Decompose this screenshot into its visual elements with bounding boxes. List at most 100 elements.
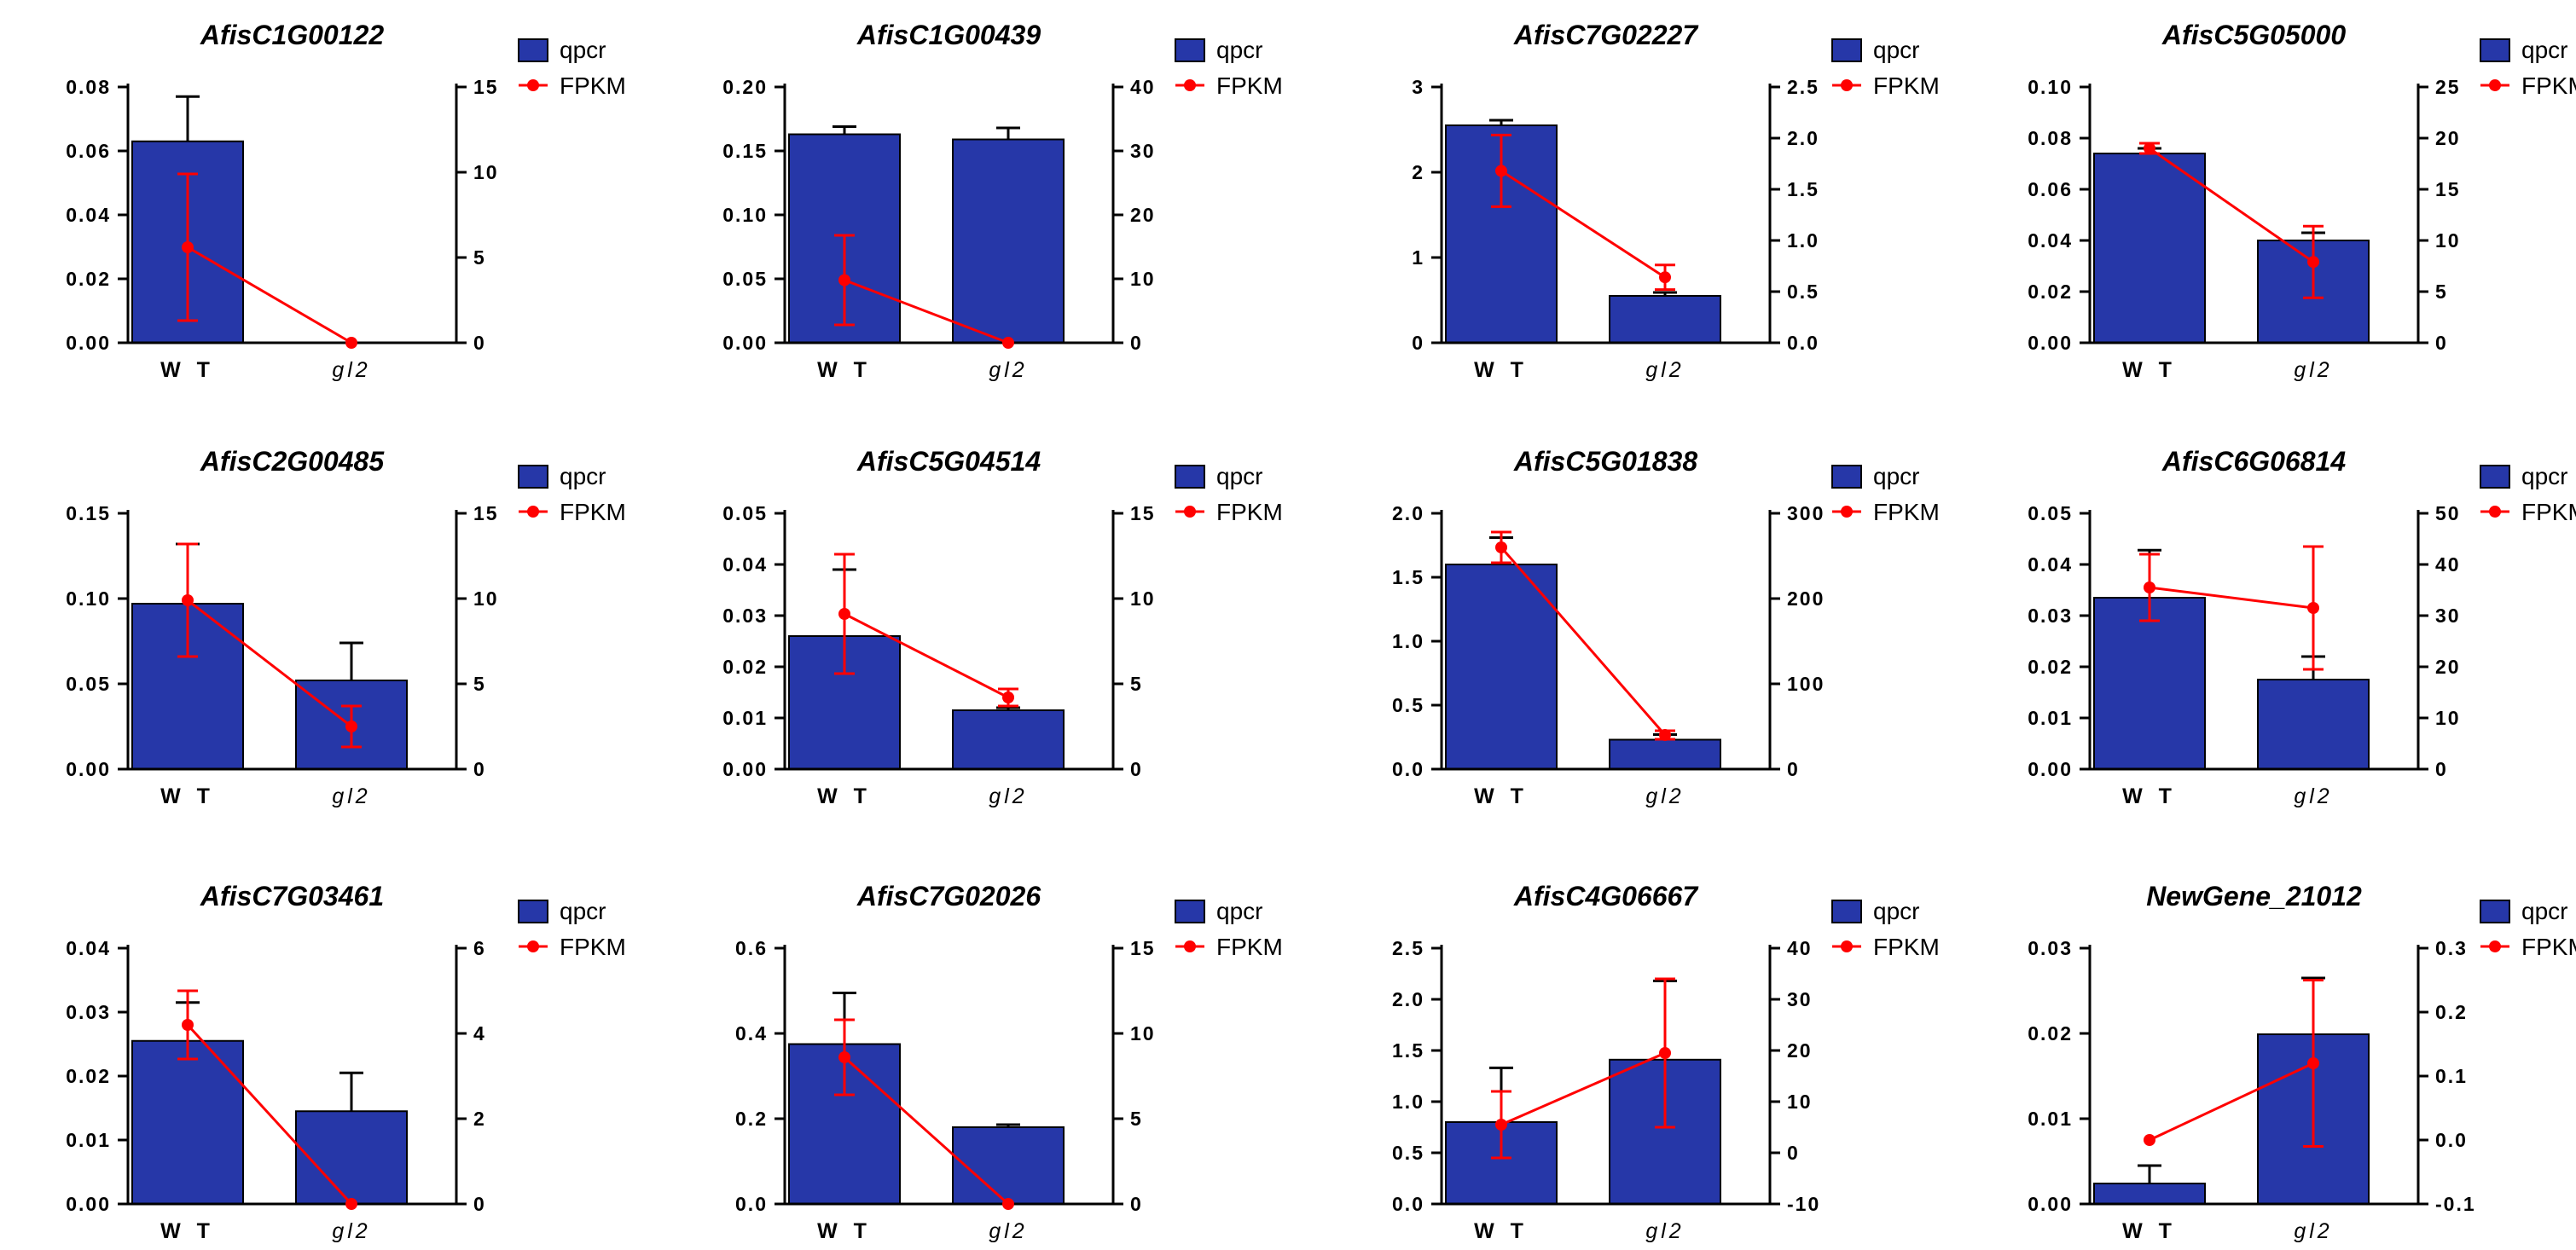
left-tick-label: 0.06: [66, 140, 111, 162]
legend-fpkm-marker: [1184, 79, 1196, 91]
chart-legend: qpcr FPKM: [518, 463, 626, 525]
legend-qpcr-label: qpcr: [1873, 37, 1919, 63]
right-tick-label: 5: [1130, 1108, 1143, 1130]
chart-legend: qpcr FPKM: [2480, 37, 2576, 99]
left-tick-label: 0.4: [735, 1022, 768, 1045]
left-tick-label: 0.05: [66, 673, 111, 695]
left-tick-label: 3: [1412, 76, 1424, 98]
legend-fpkm-marker: [1841, 506, 1853, 518]
left-tick-label: 0.04: [66, 937, 111, 959]
chart-legend: qpcr FPKM: [1831, 37, 1940, 99]
fpkm-point: [2144, 142, 2155, 154]
left-tick-label: 0.03: [722, 605, 768, 627]
category-label: gl2: [989, 784, 1027, 808]
right-tick-label: 15: [473, 76, 499, 98]
right-tick-label: 20: [2435, 127, 2461, 149]
category-label: W T: [160, 784, 215, 808]
chart-panel-7: AfisC5G01838 0.0 0.5 1.0 1.5 2.0 0 100 200 300 W T…: [1392, 446, 1940, 808]
right-tick-label: 0: [473, 758, 486, 780]
right-tick-label: 15: [473, 502, 499, 524]
right-tick-label: 40: [1130, 76, 1156, 98]
left-tick-label: 0.15: [722, 140, 768, 162]
left-tick-label: 0.05: [722, 268, 768, 290]
chart-panel-10: AfisC7G02026 0.0 0.2 0.4 0.6 0 5 10 15 W T gl2 qpcr…: [735, 881, 1283, 1243]
left-tick-label: 0.03: [2028, 605, 2073, 627]
category-label: W T: [1474, 784, 1529, 808]
left-tick-label: 0.00: [722, 332, 768, 354]
legend-fpkm-marker: [1841, 79, 1853, 91]
right-tick-label: 15: [1130, 937, 1156, 959]
category-label: W T: [1474, 1219, 1529, 1243]
left-tick-label: 1.0: [1392, 1091, 1424, 1113]
chart-title: AfisC2G00485: [200, 446, 385, 477]
right-tick-label: 25: [2435, 76, 2461, 98]
right-tick-label: 0: [1130, 332, 1143, 354]
right-tick-label: 1.5: [1787, 178, 1819, 200]
legend-fpkm-label: FPKM: [1873, 499, 1940, 525]
right-tick-label: 5: [1130, 673, 1143, 695]
right-tick-label: 5: [473, 246, 486, 269]
qpcr-bar: [952, 138, 1065, 344]
left-tick-label: 0.08: [2028, 127, 2073, 149]
legend-qpcr-label: qpcr: [1216, 898, 1262, 924]
chart-title: AfisC1G00122: [200, 20, 384, 50]
right-tick-label: 2: [473, 1108, 486, 1130]
chart-legend: qpcr FPKM: [2480, 463, 2576, 525]
right-tick-label: 10: [1787, 1091, 1813, 1113]
category-label: gl2: [1645, 1219, 1684, 1243]
right-tick-label: 0: [1130, 758, 1143, 780]
chart-title: AfisC1G00439: [856, 20, 1041, 50]
left-tick-label: 1.0: [1392, 630, 1424, 652]
legend-qpcr-label: qpcr: [1873, 898, 1919, 924]
legend-qpcr-swatch: [2480, 465, 2510, 489]
legend-fpkm-marker: [527, 79, 539, 91]
right-tick-label: 6: [473, 937, 486, 959]
right-tick-label: 20: [1130, 204, 1156, 226]
left-tick-label: 2.0: [1392, 502, 1424, 524]
legend-qpcr-label: qpcr: [1216, 37, 1262, 63]
left-tick-label: 0.05: [2028, 502, 2073, 524]
category-label: W T: [160, 358, 215, 382]
chart-legend: qpcr FPKM: [1175, 37, 1283, 99]
left-tick-label: 1.5: [1392, 566, 1424, 588]
right-tick-label: 0: [1787, 1142, 1800, 1164]
right-tick-label: 10: [1130, 268, 1156, 290]
right-tick-label: 0.5: [1787, 281, 1819, 303]
legend-fpkm-marker: [1184, 506, 1196, 518]
left-tick-label: 0.06: [2028, 178, 2073, 200]
qpcr-bar: [295, 1110, 408, 1205]
legend-fpkm-marker: [2489, 940, 2501, 952]
right-tick-label: 200: [1787, 587, 1825, 610]
legend-qpcr-swatch: [1175, 900, 1205, 923]
chart-panel-6: AfisC5G04514 0.00 0.01 0.02 0.03 0.04 0.05 0 5 10…: [722, 446, 1283, 808]
legend-qpcr-swatch: [1831, 900, 1862, 923]
chart-panel-11: AfisC4G06667 0.0 0.5 1.0 1.5 2.0 2.5 -10 0 10 20 30…: [1392, 881, 1940, 1243]
legend-qpcr-swatch: [1175, 465, 1205, 489]
left-tick-label: 0.10: [66, 587, 111, 610]
right-tick-label: 10: [1130, 1022, 1156, 1045]
legend-qpcr-label: qpcr: [2521, 898, 2567, 924]
left-tick-label: 2.5: [1392, 937, 1424, 959]
right-tick-label: 0.3: [2435, 937, 2468, 959]
category-label: gl2: [989, 358, 1027, 382]
legend-fpkm-label: FPKM: [1216, 934, 1283, 960]
right-tick-label: 0: [473, 332, 486, 354]
left-tick-label: 0.02: [2028, 281, 2073, 303]
fpkm-point: [838, 608, 850, 620]
legend-qpcr-swatch: [2480, 38, 2510, 62]
fpkm-line: [186, 1023, 353, 1206]
chart-panel-3: AfisC7G02227 0 1 2 3 0.0 0.5 1.0 1.5 2.0 2.5 W T gl2…: [1412, 20, 1940, 382]
right-tick-label: 50: [2435, 502, 2461, 524]
fpkm-point: [838, 274, 850, 286]
legend-qpcr-swatch: [2480, 900, 2510, 923]
qpcr-bar: [2093, 153, 2206, 344]
fpkm-line: [1500, 547, 1667, 736]
fpkm-line: [187, 246, 352, 344]
legend-qpcr-swatch: [518, 465, 548, 489]
chart-title: AfisC7G02026: [856, 881, 1041, 911]
qpcr-bar: [131, 1039, 244, 1205]
fpkm-line: [2149, 147, 2314, 263]
qpcr-bar: [1609, 738, 1721, 770]
legend-fpkm-label: FPKM: [2521, 499, 2576, 525]
